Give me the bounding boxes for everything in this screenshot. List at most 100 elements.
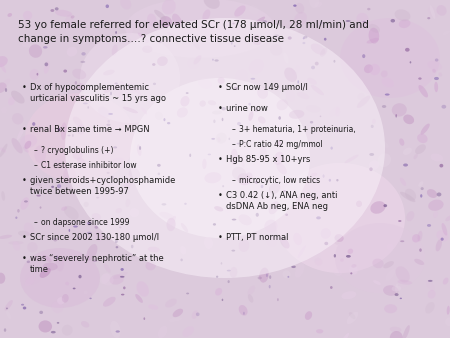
Ellipse shape — [305, 311, 312, 320]
Ellipse shape — [435, 58, 438, 62]
Ellipse shape — [254, 109, 259, 112]
Ellipse shape — [436, 5, 446, 16]
Ellipse shape — [0, 147, 6, 153]
Ellipse shape — [372, 119, 376, 124]
Ellipse shape — [214, 206, 223, 211]
Ellipse shape — [403, 164, 408, 167]
Ellipse shape — [129, 168, 140, 179]
Ellipse shape — [207, 153, 211, 155]
Ellipse shape — [218, 77, 225, 84]
Ellipse shape — [400, 192, 415, 202]
Ellipse shape — [145, 40, 149, 43]
Ellipse shape — [20, 197, 29, 210]
Ellipse shape — [260, 145, 267, 163]
Ellipse shape — [333, 269, 342, 276]
Ellipse shape — [391, 19, 395, 23]
Text: given steroids+cyclophosphamide
twice between 1995-97: given steroids+cyclophosphamide twice be… — [30, 176, 176, 196]
Ellipse shape — [76, 124, 86, 135]
Ellipse shape — [58, 128, 60, 131]
Ellipse shape — [123, 106, 138, 113]
Ellipse shape — [24, 222, 34, 236]
Ellipse shape — [334, 254, 336, 258]
Ellipse shape — [163, 118, 166, 121]
Ellipse shape — [400, 240, 405, 242]
Ellipse shape — [426, 281, 435, 291]
Ellipse shape — [436, 239, 442, 251]
Ellipse shape — [61, 122, 67, 140]
Ellipse shape — [315, 62, 319, 66]
Ellipse shape — [30, 69, 39, 80]
Ellipse shape — [252, 35, 262, 45]
Ellipse shape — [221, 107, 226, 111]
Ellipse shape — [405, 189, 416, 201]
Ellipse shape — [204, 237, 213, 249]
Ellipse shape — [110, 92, 112, 95]
Ellipse shape — [392, 103, 407, 117]
Ellipse shape — [261, 185, 263, 188]
Ellipse shape — [264, 220, 278, 233]
Ellipse shape — [124, 181, 130, 188]
Text: –: – — [34, 146, 38, 155]
Text: SCr now 149 μmol/l: SCr now 149 μmol/l — [226, 83, 308, 92]
Ellipse shape — [80, 33, 180, 123]
Ellipse shape — [113, 272, 127, 279]
Ellipse shape — [133, 86, 141, 95]
Ellipse shape — [347, 249, 353, 254]
Ellipse shape — [202, 9, 210, 21]
Ellipse shape — [441, 223, 447, 236]
Text: ? cryoglobulins (+): ? cryoglobulins (+) — [41, 146, 113, 155]
Ellipse shape — [297, 92, 310, 99]
Ellipse shape — [131, 245, 134, 248]
Ellipse shape — [269, 275, 271, 279]
Ellipse shape — [126, 199, 130, 207]
Ellipse shape — [75, 81, 77, 84]
Ellipse shape — [233, 23, 235, 24]
Ellipse shape — [399, 138, 405, 146]
Ellipse shape — [180, 246, 186, 255]
Ellipse shape — [363, 21, 366, 22]
Ellipse shape — [342, 291, 356, 299]
Ellipse shape — [139, 146, 141, 150]
Ellipse shape — [249, 59, 264, 75]
Ellipse shape — [5, 88, 7, 92]
Ellipse shape — [241, 168, 255, 181]
Ellipse shape — [63, 70, 67, 73]
Ellipse shape — [217, 38, 219, 41]
Ellipse shape — [390, 331, 403, 338]
Ellipse shape — [100, 273, 110, 284]
Ellipse shape — [290, 19, 303, 33]
Ellipse shape — [165, 298, 177, 308]
Ellipse shape — [414, 154, 418, 159]
Ellipse shape — [127, 84, 130, 88]
Ellipse shape — [249, 5, 259, 15]
Ellipse shape — [81, 36, 87, 44]
Ellipse shape — [412, 234, 420, 242]
Ellipse shape — [405, 48, 410, 52]
Ellipse shape — [392, 286, 401, 292]
Ellipse shape — [259, 268, 269, 283]
Ellipse shape — [194, 55, 202, 65]
Ellipse shape — [274, 34, 279, 37]
Ellipse shape — [158, 172, 160, 175]
Ellipse shape — [279, 91, 286, 102]
Ellipse shape — [24, 141, 32, 149]
Ellipse shape — [222, 299, 223, 301]
Ellipse shape — [215, 59, 219, 62]
Ellipse shape — [342, 333, 349, 338]
Ellipse shape — [442, 30, 450, 35]
Ellipse shape — [25, 271, 41, 284]
Ellipse shape — [104, 88, 112, 93]
Ellipse shape — [315, 1, 322, 7]
Ellipse shape — [369, 153, 374, 156]
Ellipse shape — [108, 120, 110, 123]
Ellipse shape — [4, 328, 6, 332]
Ellipse shape — [126, 27, 133, 34]
Ellipse shape — [427, 224, 431, 227]
Ellipse shape — [417, 134, 428, 143]
Ellipse shape — [406, 211, 414, 221]
Ellipse shape — [403, 115, 414, 124]
Ellipse shape — [81, 52, 86, 55]
Ellipse shape — [0, 63, 6, 73]
Ellipse shape — [310, 173, 317, 176]
Ellipse shape — [364, 64, 373, 73]
